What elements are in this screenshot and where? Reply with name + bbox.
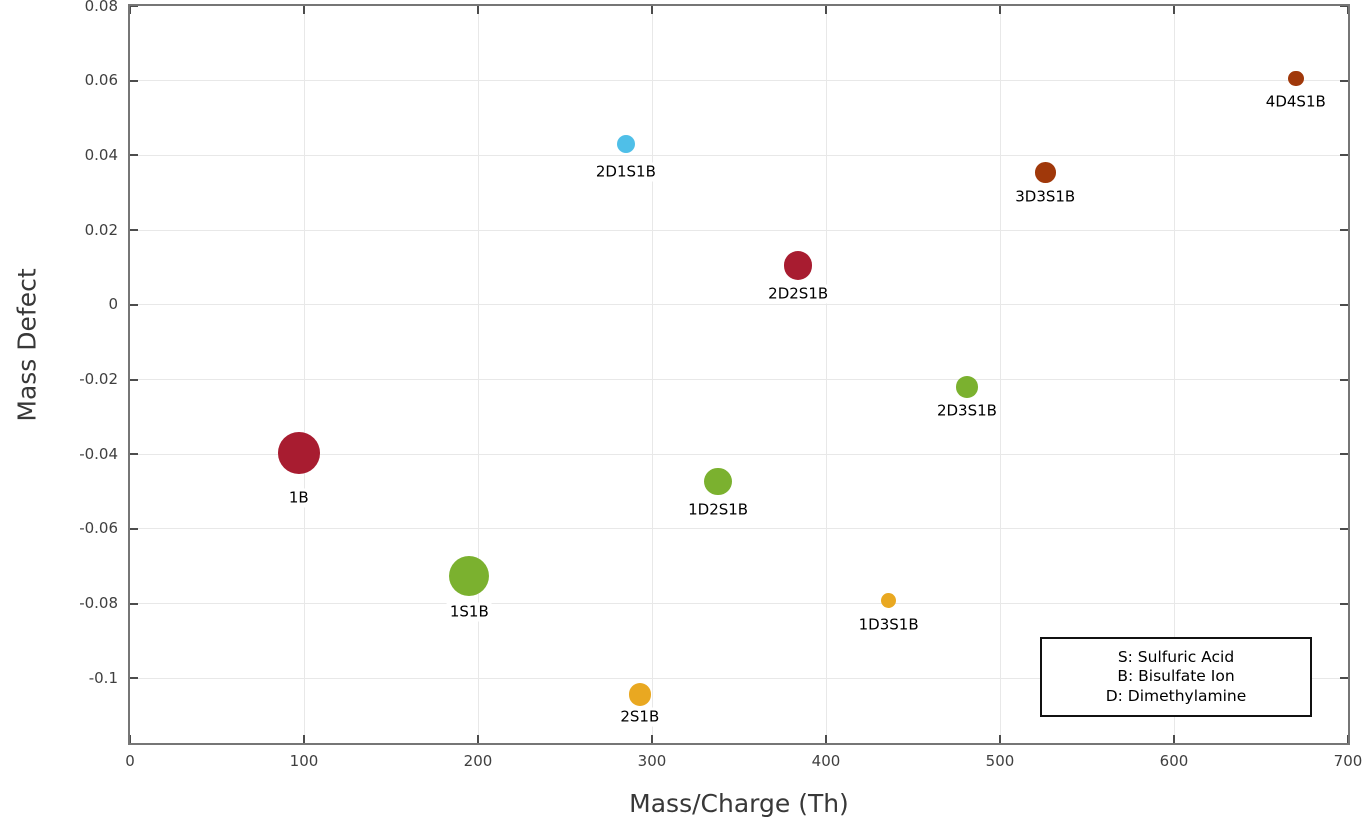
gridline-horizontal bbox=[130, 229, 1348, 231]
y-tick-mark-right bbox=[1340, 154, 1348, 157]
data-point-2D1S1B bbox=[616, 135, 636, 154]
y-tick-label: 0.06 bbox=[84, 71, 118, 90]
gridline-horizontal bbox=[130, 379, 1348, 381]
x-tick-mark-bottom bbox=[1347, 735, 1348, 743]
y-tick-mark-left bbox=[130, 6, 138, 7]
y-tick-label: -0.04 bbox=[79, 444, 118, 463]
y-tick-mark-left bbox=[130, 229, 138, 232]
x-axis-title: Mass/Charge (Th) bbox=[629, 789, 849, 818]
x-tick-label: 100 bbox=[289, 752, 319, 770]
x-tick-mark-bottom bbox=[825, 735, 827, 743]
x-tick-label: 300 bbox=[637, 752, 667, 770]
data-point-label: 2D3S1B bbox=[933, 401, 1000, 421]
y-tick-mark-right bbox=[1340, 677, 1348, 680]
x-tick-mark-top bbox=[1347, 6, 1348, 14]
data-point-3D3S1B bbox=[1034, 161, 1056, 183]
x-tick-mark-top bbox=[999, 6, 1001, 14]
x-tick-mark-top bbox=[477, 6, 479, 14]
y-axis-title: Mass Defect bbox=[12, 268, 42, 422]
y-tick-mark-left bbox=[130, 527, 138, 530]
data-point-1D3S1B bbox=[881, 593, 897, 609]
gridline-horizontal bbox=[130, 80, 1348, 82]
y-tick-mark-right bbox=[1340, 229, 1348, 232]
y-tick-mark-right bbox=[1340, 6, 1348, 7]
gridline-vertical bbox=[825, 6, 827, 743]
x-tick-mark-bottom bbox=[130, 735, 131, 743]
y-tick-mark-left bbox=[130, 378, 138, 381]
x-tick-mark-bottom bbox=[651, 735, 653, 743]
gridline-horizontal bbox=[130, 528, 1348, 530]
gridline-vertical bbox=[999, 6, 1001, 743]
data-point-2S1B bbox=[628, 683, 651, 706]
y-tick-label: -0.02 bbox=[79, 370, 118, 389]
x-tick-mark-bottom bbox=[303, 735, 305, 743]
data-point-1B bbox=[277, 431, 320, 474]
data-point-label: 2S1B bbox=[617, 707, 663, 727]
y-tick-label: -0.1 bbox=[88, 668, 118, 687]
y-tick-label: 0.02 bbox=[84, 220, 118, 239]
y-tick-mark-right bbox=[1340, 303, 1348, 306]
y-tick-mark-left bbox=[130, 303, 138, 306]
legend-line: B: Bisulfate Ion bbox=[1117, 667, 1235, 686]
gridline-horizontal bbox=[130, 304, 1348, 306]
data-point-2D2S1B bbox=[783, 251, 813, 280]
y-tick-label: -0.06 bbox=[79, 519, 118, 538]
y-tick-mark-right bbox=[1340, 378, 1348, 381]
y-tick-label: -0.08 bbox=[79, 594, 118, 613]
y-tick-mark-left bbox=[130, 677, 138, 680]
data-point-label: 2D2S1B bbox=[765, 284, 832, 304]
x-tick-label: 200 bbox=[463, 752, 493, 770]
legend-box: S: Sulfuric Acid B: Bisulfate Ion D: Dim… bbox=[1040, 637, 1312, 717]
x-tick-mark-bottom bbox=[477, 735, 479, 743]
y-tick-mark-left bbox=[130, 602, 138, 605]
x-tick-mark-top bbox=[130, 6, 131, 14]
gridline-vertical bbox=[477, 6, 479, 743]
x-tick-mark-top bbox=[303, 6, 305, 14]
y-tick-label: 0.04 bbox=[84, 145, 118, 164]
y-tick-label: 0.08 bbox=[84, 0, 118, 15]
x-tick-label: 0 bbox=[125, 752, 135, 770]
data-point-1D2S1B bbox=[704, 467, 732, 496]
data-point-label: 3D3S1B bbox=[1012, 187, 1079, 207]
data-point-label: 1D2S1B bbox=[685, 500, 752, 520]
gridline-vertical bbox=[651, 6, 653, 743]
y-tick-mark-right bbox=[1340, 79, 1348, 82]
x-tick-label: 600 bbox=[1159, 752, 1189, 770]
y-tick-mark-right bbox=[1340, 602, 1348, 605]
x-tick-mark-bottom bbox=[1173, 735, 1175, 743]
gridline-horizontal bbox=[130, 154, 1348, 156]
y-tick-mark-right bbox=[1340, 453, 1348, 456]
gridline-horizontal bbox=[130, 677, 1348, 679]
y-tick-mark-left bbox=[130, 79, 138, 82]
x-tick-mark-top bbox=[1173, 6, 1175, 14]
x-tick-label: 400 bbox=[811, 752, 841, 770]
gridline-vertical bbox=[1173, 6, 1175, 743]
gridline-horizontal bbox=[130, 603, 1348, 605]
x-tick-label: 500 bbox=[985, 752, 1015, 770]
data-point-4D4S1B bbox=[1288, 70, 1304, 87]
x-tick-mark-top bbox=[825, 6, 827, 14]
x-tick-mark-top bbox=[651, 6, 653, 14]
data-point-label: 2D1S1B bbox=[592, 162, 659, 182]
gridline-horizontal bbox=[130, 453, 1348, 455]
data-point-2D3S1B bbox=[956, 376, 978, 398]
y-tick-label: 0 bbox=[108, 295, 118, 314]
x-tick-label: 700 bbox=[1333, 752, 1363, 770]
data-point-label: 1S1B bbox=[446, 602, 492, 622]
gridline-vertical bbox=[303, 6, 305, 743]
data-point-label: 1B bbox=[285, 488, 312, 508]
y-tick-mark-left bbox=[130, 453, 138, 456]
y-tick-mark-left bbox=[130, 154, 138, 157]
data-point-label: 4D4S1B bbox=[1262, 92, 1329, 112]
data-point-label: 1D3S1B bbox=[855, 615, 922, 635]
y-tick-mark-right bbox=[1340, 527, 1348, 530]
plot-area: 1B 1S1B 2S1B 2D1S1B 1D2S1B 2D2S1B 1D3S1B 2D3S1B… bbox=[128, 4, 1350, 745]
data-point-1S1B bbox=[449, 556, 490, 597]
x-tick-mark-bottom bbox=[999, 735, 1001, 743]
legend-line: S: Sulfuric Acid bbox=[1117, 647, 1235, 666]
legend-line: D: Dimethylamine bbox=[1105, 686, 1247, 705]
